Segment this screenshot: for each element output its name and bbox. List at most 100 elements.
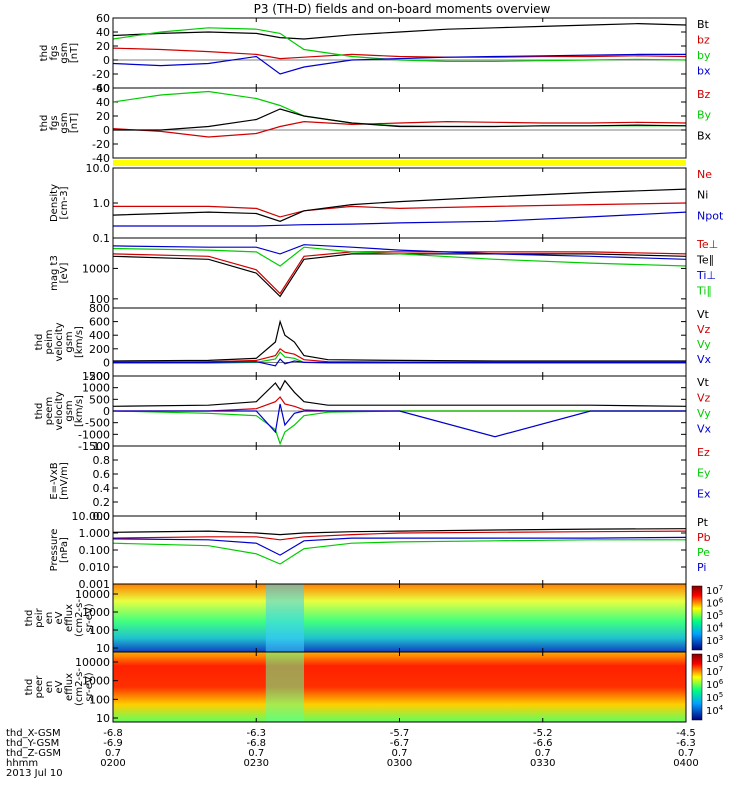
y-tick-label: 1000 [82, 382, 110, 395]
series-line-Vt [112, 379, 687, 407]
y-tick-label: -1000 [78, 428, 110, 441]
y-axis-label: en [44, 681, 55, 694]
y-axis-label: peir [34, 607, 45, 627]
y-tick-label: 0.2 [93, 496, 111, 509]
time-axis-row-label: 2013 Jul 10 [6, 768, 63, 779]
legend-label: Vx [697, 423, 712, 436]
y-axis-label: [nT] [69, 43, 80, 63]
colorbar [691, 585, 703, 651]
legend-label: Pb [697, 531, 711, 544]
y-axis-label: thd [39, 115, 50, 132]
legend-label: Ti∥ [696, 285, 712, 298]
series-line-Bz [112, 120, 687, 138]
time-axis-row-label: hhmm [6, 758, 38, 769]
y-axis-label: thd [39, 45, 50, 62]
y-tick-label: 10.0 [86, 162, 111, 175]
y-axis-label: velocity [54, 391, 65, 430]
time-axis-value: -5.2 [533, 728, 553, 739]
colorbar-tick-label: 103 [706, 634, 723, 647]
colorbar-tick-label: 106 [706, 597, 724, 610]
y-axis-label: peem [44, 397, 55, 425]
y-tick-label: 10 [96, 642, 110, 655]
y-axis-label: efflux [64, 673, 75, 701]
y-tick-label: 0.001 [79, 578, 111, 591]
time-axis-value: -4.5 [676, 728, 696, 739]
legend-label: By [697, 109, 712, 122]
colorbar-tick-label: 105 [706, 609, 723, 622]
y-tick-label: 500 [89, 393, 110, 406]
time-axis-value: 0330 [530, 758, 555, 769]
colorbar-tick-label: 106 [706, 678, 724, 691]
legend-label: Ez [697, 446, 710, 459]
y-tick-label: 20 [96, 40, 110, 53]
panel-frame [112, 237, 687, 309]
legend-label: Bt [697, 18, 710, 31]
y-tick-label: 1.000 [79, 527, 111, 540]
legend-label: Ex [697, 487, 711, 500]
y-tick-label: 10000 [75, 656, 110, 669]
y-tick-label: -200 [85, 370, 110, 383]
legend-label: Ey [697, 467, 711, 480]
legend-label: by [697, 49, 711, 62]
panel-frame [112, 307, 687, 377]
series-line-Ti⊥ [112, 244, 687, 260]
time-axis-value: -6.3 [676, 738, 696, 749]
series-line-Te⊥ [112, 251, 687, 295]
y-tick-label: -500 [85, 417, 110, 430]
series-line-Pe [112, 539, 686, 565]
y-axis-label: (cm2-s- [74, 599, 85, 637]
y-tick-label: 100 [89, 693, 110, 706]
series-line-Te∥ [112, 253, 687, 298]
y-tick-label: 40 [96, 26, 110, 39]
y-axis-label: [eV] [59, 263, 70, 284]
time-axis-value: -6.3 [246, 728, 266, 739]
series-line-Vt [112, 319, 686, 362]
y-tick-label: 1.0 [93, 197, 111, 210]
y-axis-label: gsm [64, 400, 75, 421]
legend-label: Vy [697, 338, 711, 351]
spectrogram [113, 652, 686, 722]
spectrogram-feature [265, 584, 304, 652]
legend-label: Pe [697, 546, 710, 559]
y-tick-label: 0.0 [93, 510, 111, 523]
y-tick-label: 60 [96, 12, 110, 25]
colorbar-tick-label: 107 [706, 584, 723, 597]
colorbar-tick-label: 108 [706, 652, 723, 665]
y-tick-label: 0 [103, 356, 110, 369]
panel-frame [112, 167, 687, 239]
y-axis-label: [nPa] [59, 537, 70, 563]
y-tick-label: 10000 [75, 588, 110, 601]
y-tick-label: 10.000 [72, 510, 111, 523]
y-tick-label: 1500 [82, 370, 110, 383]
legend-label: bz [697, 34, 710, 47]
time-axis-value: -6.9 [103, 738, 123, 749]
y-tick-label: 100 [89, 624, 110, 637]
series-line-Npot [113, 211, 687, 227]
y-axis-label: en [44, 612, 55, 625]
legend-label: Vz [697, 392, 711, 405]
legend-label: Pt [697, 516, 709, 529]
time-axis-value: 0.7 [535, 748, 551, 759]
series-line-By [112, 90, 686, 128]
yellow-status-bar [113, 160, 686, 166]
y-axis-label: (cm2-s- [74, 668, 85, 706]
y-axis-label: thd [24, 679, 35, 696]
y-axis-label: eV [54, 680, 65, 693]
time-axis-value: -6.8 [103, 728, 123, 739]
y-axis-label: Pressure [49, 529, 60, 572]
y-tick-label: 800 [89, 302, 110, 315]
panel-3: 10.0 1.0 0.1 Ne Ni Npot Density [cm-3] [49, 162, 724, 245]
series-line-bx [112, 53, 686, 75]
series-line-bz [112, 47, 687, 60]
y-tick-label: 1.0 [93, 440, 111, 453]
figure-title: P3 (TH-D) fields and on-board moments ov… [254, 2, 551, 16]
time-axis-value: -6.8 [246, 738, 266, 749]
y-tick-label: 40 [96, 96, 110, 109]
y-axis-label: [km/s] [74, 395, 85, 427]
y-tick-label: -20 [92, 68, 110, 81]
